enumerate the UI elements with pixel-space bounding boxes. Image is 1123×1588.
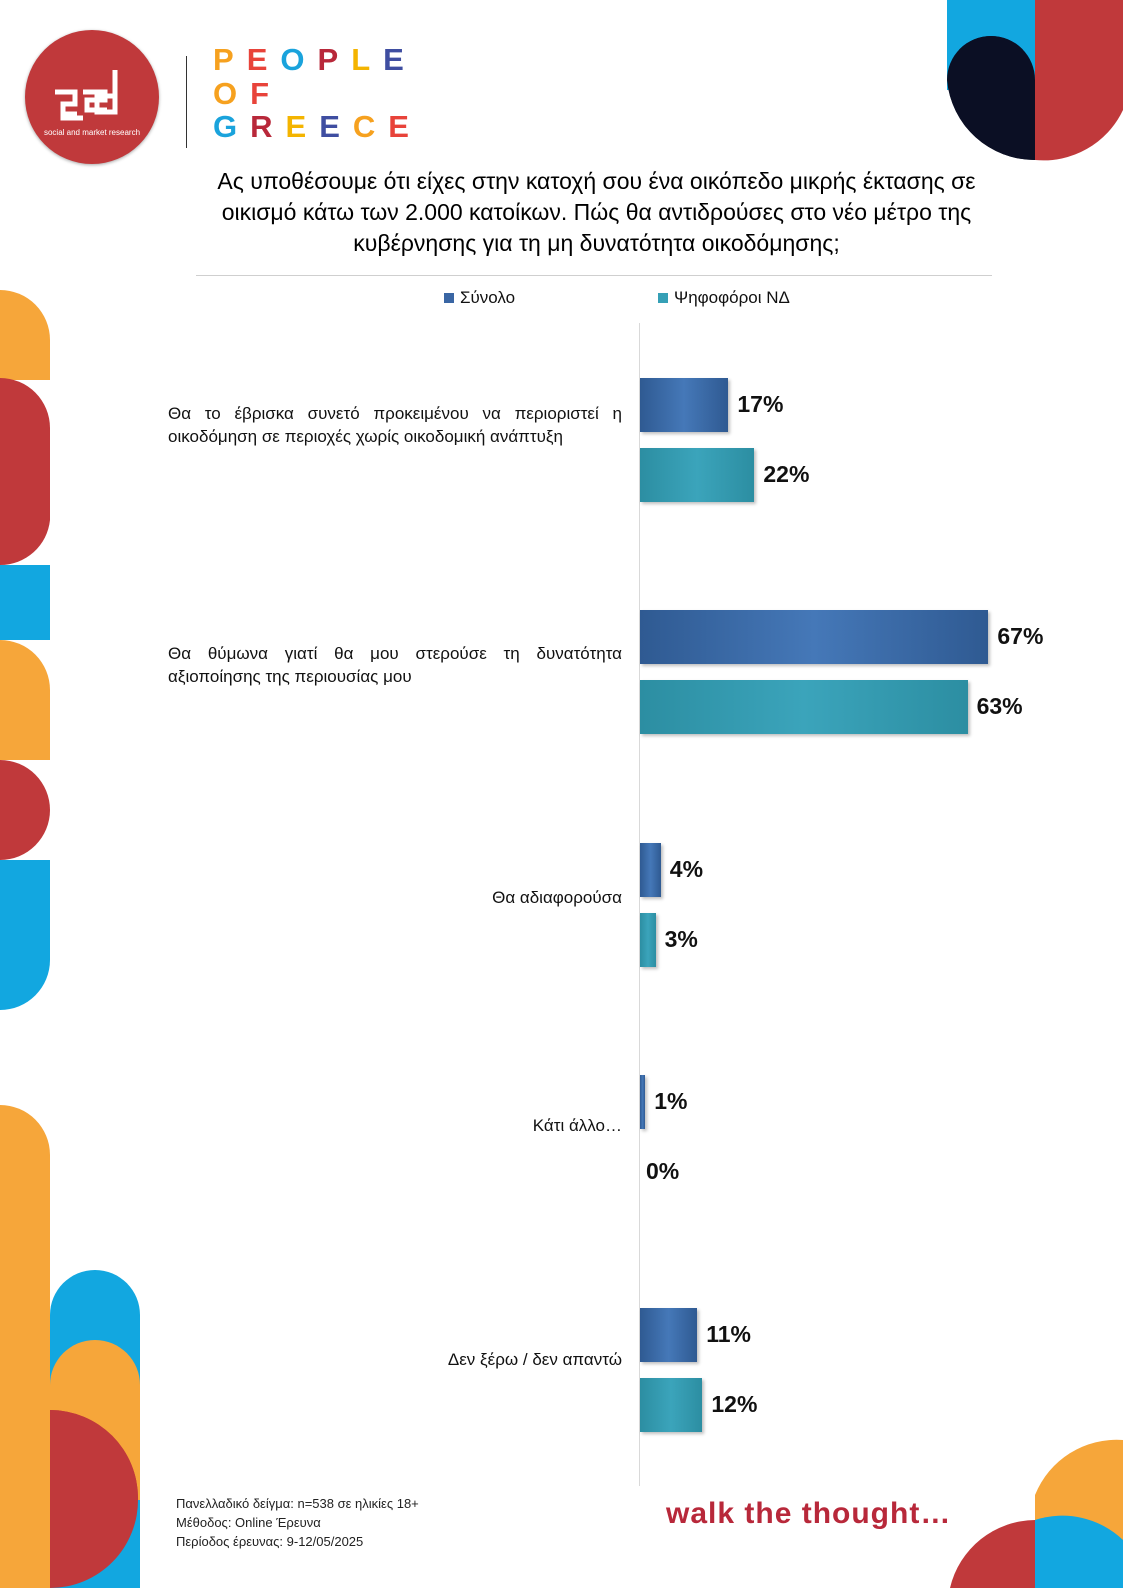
logo xyxy=(25,30,159,164)
category-label: Θα αδιαφορούσα xyxy=(492,888,622,907)
brand-letter: C xyxy=(352,109,389,144)
tagline: walk the thought… xyxy=(666,1497,952,1530)
brand-letter: F xyxy=(250,76,283,111)
footnote-period: Περίοδος έρευνας: 9-12/05/2025 xyxy=(176,1534,364,1549)
legend-swatch-series1 xyxy=(444,293,454,303)
legend-label-series1: Σύνολο xyxy=(460,288,516,307)
category-label: Δεν ξέρω / δεν απαντώ xyxy=(447,1350,622,1369)
brand-letter: R xyxy=(250,109,286,144)
bar-total xyxy=(640,1308,698,1362)
category-axis xyxy=(639,323,640,1486)
bar-total xyxy=(640,1075,646,1129)
bar-nd-voters xyxy=(640,448,755,502)
legend-swatch-series2 xyxy=(658,293,668,303)
category-label: Κάτι άλλο… xyxy=(532,1116,622,1135)
bar-value-label: 1% xyxy=(654,1088,688,1114)
bar-value-label: 4% xyxy=(669,856,704,882)
brand-letter: O xyxy=(213,76,251,111)
bar-total xyxy=(640,843,661,897)
bar-nd-voters xyxy=(640,913,656,967)
bar-value-label: 67% xyxy=(997,623,1044,649)
bar-value-label: 12% xyxy=(711,1391,758,1417)
logo-subtitle: social and market research xyxy=(43,128,141,137)
legend-item-series2: Ψηφοφόροι ΝΔ xyxy=(658,288,790,308)
brand-letter: O xyxy=(280,42,318,77)
bar-value-label: 0% xyxy=(646,1158,680,1184)
brand-letter: E xyxy=(246,42,281,77)
bar-value-label: 11% xyxy=(706,1321,751,1347)
bar-total xyxy=(640,610,989,664)
category-label: Θα θύμωνα γιατί θα μου στερούσε τη δυνατ… xyxy=(168,644,622,686)
bar-value-label: 63% xyxy=(976,693,1023,719)
footnote-sample: Πανελλαδικό δείγμα: n=538 σε ηλικίες 18+ xyxy=(176,1496,419,1511)
bar-value-label: 22% xyxy=(763,461,810,487)
bar-total xyxy=(640,378,729,432)
legend-item-series1: Σύνολο xyxy=(444,288,515,308)
brand-name-line-3: GREECE xyxy=(213,109,422,144)
brand-letter: E xyxy=(285,109,320,144)
brand-name-line-2: OF xyxy=(213,76,283,111)
bar-value-label: 17% xyxy=(737,391,784,417)
brand-letter: P xyxy=(317,42,352,77)
logo-divider xyxy=(186,56,187,148)
ssmr-logo-icon xyxy=(55,70,118,121)
brand-letter: P xyxy=(213,42,247,77)
brand-name-line-1: PEOPLE xyxy=(213,42,417,77)
footnote-method: Μέθοδος: Online Έρευνα xyxy=(176,1515,321,1530)
legend-label-series2: Ψηφοφόροι ΝΔ xyxy=(674,288,790,307)
brand-letter: G xyxy=(213,109,251,144)
category-label: Θα το έβρισκα συνετό προκειμένου να περι… xyxy=(168,404,622,446)
title-divider xyxy=(196,275,992,276)
brand-letter: E xyxy=(388,109,422,144)
brand-letter: E xyxy=(383,42,417,77)
bar-nd-voters xyxy=(640,680,968,734)
chart-title: Ας υποθέσουμε ότι είχες στην κατοχή σου … xyxy=(217,168,976,256)
brand-letter: E xyxy=(319,109,353,144)
bar-value-label: 3% xyxy=(664,926,698,952)
bar-nd-voters xyxy=(640,1378,703,1432)
brand-letter: L xyxy=(351,42,384,77)
